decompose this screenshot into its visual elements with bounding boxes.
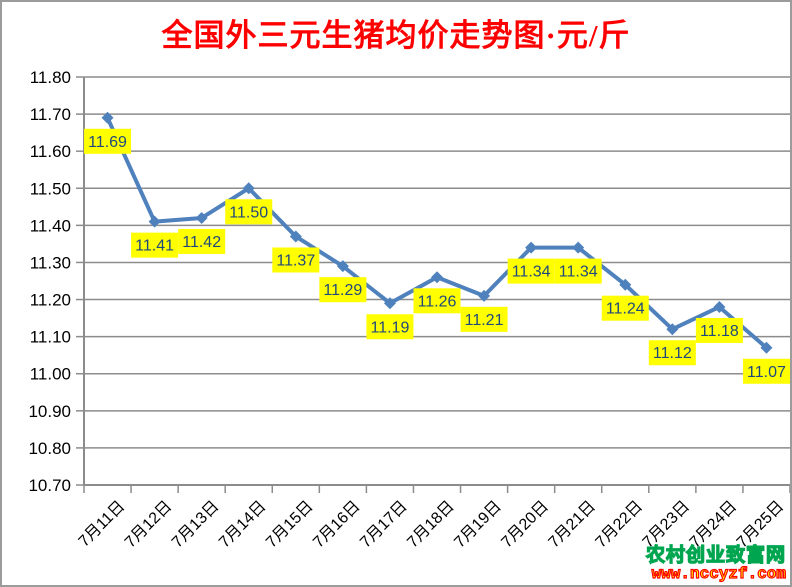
data-label-bg [225,199,273,225]
data-point-marker [148,215,161,228]
y-tick-label: 11.10 [30,328,71,347]
x-tick-label: 7月11日 [76,498,129,551]
data-point-marker [525,241,538,254]
data-label-bg [601,295,649,321]
data-point-marker [289,230,302,243]
data-point-marker [760,341,773,354]
data-point-marker [383,297,396,310]
watermark: 农村创业致富网 www.nccyzf.com [645,545,787,584]
y-tick-label: 11.30 [30,253,71,272]
data-point-marker [336,260,349,273]
y-tick-label: 10.90 [28,402,71,421]
x-tick-label: 7月23日 [640,498,694,552]
x-tick-label: 7月17日 [357,498,411,552]
y-tick-label: 11.40 [30,216,71,235]
chart-title: 全国外三元生猪均价走势图·元/斤 [161,18,631,53]
data-point-marker [478,289,491,302]
x-tick-label: 7月21日 [545,498,599,552]
data-label-text: 11.19 [371,319,410,336]
watermark-site-url: www.nccyzf.com [651,565,787,584]
x-tick-label: 7月16日 [310,498,364,552]
data-label-bg [319,277,367,303]
y-tick-label: 10.80 [28,439,71,458]
y-tick-label: 11.60 [30,142,71,161]
data-point-marker [431,271,443,284]
data-label-text: 11.69 [88,134,127,151]
x-tick-label: 7月24日 [687,498,741,552]
data-label-text: 11.07 [747,364,786,381]
data-label-bg [413,288,461,314]
x-tick-label: 7月15日 [263,498,317,552]
data-label-bg [742,358,790,384]
x-tick-label: 7月14日 [216,498,270,552]
data-label-bg [178,228,226,254]
x-tick-label: 7月22日 [593,498,647,552]
y-tick-label: 11.20 [30,291,71,310]
y-tick-label: 11.80 [30,68,71,87]
x-tick-label: 7月19日 [451,498,505,552]
data-label-bg [554,258,602,284]
data-label-text: 11.50 [229,204,268,221]
data-label-bg [460,306,508,332]
data-label-text: 11.29 [323,282,362,299]
y-tick-label: 11.50 [30,179,71,198]
data-label-bg [507,258,555,284]
x-tick-label: 7月20日 [498,498,552,552]
data-label-text: 11.18 [700,323,739,340]
data-label-text: 11.21 [465,312,504,329]
data-label-bg [695,317,743,343]
data-point-marker [101,111,114,124]
data-label-bg [366,314,414,340]
data-label-text: 11.34 [512,264,551,281]
data-label-bg [84,128,132,154]
data-label-text: 11.34 [559,264,598,281]
data-label-bg [648,340,696,366]
data-label-text: 11.37 [276,252,315,269]
data-label-bg [272,247,320,273]
data-point-marker [666,323,679,336]
data-label-bg [131,232,179,258]
x-tick-label: 7月25日 [734,498,788,552]
watermark-site-name: 农村创业致富网 [645,545,786,567]
data-label-text: 11.42 [182,234,221,251]
data-label-text: 11.12 [653,345,692,362]
x-tick-label: 7月12日 [122,498,176,552]
y-tick-label: 11.00 [30,365,71,384]
data-point-marker [242,182,255,195]
data-point-marker [572,241,585,254]
y-tick-label: 10.70 [28,476,71,495]
data-label-text: 11.26 [418,293,457,310]
data-point-marker [713,300,726,313]
data-point-marker [619,278,632,291]
data-point-marker [195,211,208,224]
data-label-text: 11.24 [606,301,645,318]
x-tick-label: 7月18日 [404,498,458,552]
data-label-text: 11.41 [135,238,174,255]
x-tick-label: 7月13日 [169,498,223,552]
y-tick-label: 11.70 [30,105,71,124]
